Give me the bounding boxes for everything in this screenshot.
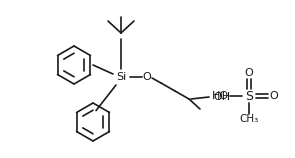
Text: OH: OH (213, 92, 230, 102)
Text: S: S (245, 89, 253, 103)
Text: Si: Si (116, 72, 126, 82)
Text: O: O (245, 68, 253, 78)
Text: O: O (270, 91, 278, 101)
Text: CH₃: CH₃ (239, 114, 259, 124)
Text: HO: HO (212, 91, 229, 101)
Text: O: O (142, 72, 151, 82)
